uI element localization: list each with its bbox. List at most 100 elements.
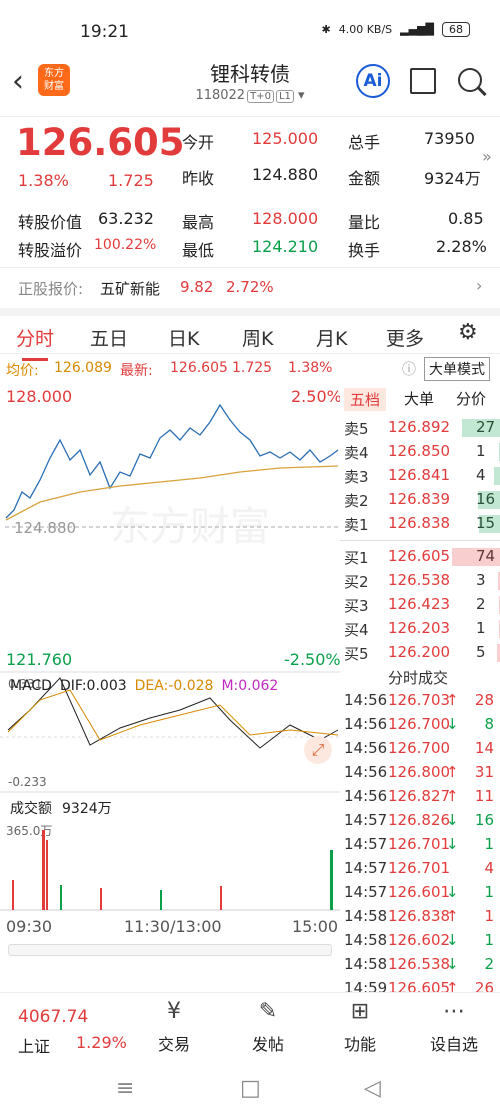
chart-tabs: 分时 五日 日K 周K 月K 更多 ⚙ xyxy=(0,308,500,361)
trade-row: 14:58 126.602 ↓ 1 xyxy=(344,931,494,949)
ask-row: 卖1 126.838 15 xyxy=(340,512,500,536)
tab-more[interactable]: 更多 xyxy=(386,328,425,350)
bottom-bar: 4067.74 上证 1.29% ¥ 交易 ✎ 发帖 ⊞ 功能 ⋯ 设自选 xyxy=(0,992,500,1062)
chart-scrollbar[interactable] xyxy=(0,940,500,962)
trade-row: 14:56 126.700 14 xyxy=(344,739,494,757)
back-nav-icon[interactable]: ◁ xyxy=(364,1076,381,1101)
back-icon[interactable]: ‹ xyxy=(12,64,24,99)
qty-bar xyxy=(498,443,500,461)
trade-row: 14:57 126.826 ↓ 16 xyxy=(344,811,494,829)
intraday-chart[interactable]: 东方财富 128.000 2.50% 124.880 121.760 -2.50… xyxy=(0,380,500,940)
prev-close: 124.880 xyxy=(252,165,319,184)
trade-row: 14:57 126.701 4 xyxy=(344,859,494,877)
search-icon[interactable] xyxy=(458,68,482,92)
menu-icon[interactable]: ≡ xyxy=(116,1076,135,1101)
share-icon[interactable] xyxy=(410,68,436,94)
index-name: 上证 xyxy=(18,1037,51,1056)
qty-bar xyxy=(496,644,500,662)
avg-line: 均价: 126.089 最新: 126.605 1.725 1.38% ⓘ 大单… xyxy=(0,356,500,381)
volume-selector[interactable]: 成交额 xyxy=(10,801,52,817)
tab-five-levels[interactable]: 五档 xyxy=(344,388,387,411)
tab-big-orders[interactable]: 大单 xyxy=(404,390,435,408)
bid-row: 买5 126.200 5 xyxy=(340,641,500,665)
trade-row: 14:58 126.838 ↑ 1 xyxy=(344,907,494,925)
expand-icon[interactable]: » xyxy=(482,147,492,166)
svg-text:365.0万: 365.0万 xyxy=(6,824,52,838)
svg-text:-2.50%: -2.50% xyxy=(284,650,340,669)
stock-name: 五矿新能 xyxy=(100,280,161,298)
volume-ratio: 0.85 xyxy=(448,209,484,228)
svg-text:121.760: 121.760 xyxy=(6,650,72,669)
high-price: 128.000 xyxy=(252,209,319,228)
qty-bar xyxy=(494,467,500,485)
trade-row: 14:56 126.700 ↓ 8 xyxy=(344,715,494,733)
avg-price: 126.089 xyxy=(54,360,112,376)
qty-bar xyxy=(462,419,500,437)
bluetooth-icon: ✱ xyxy=(321,23,331,36)
help-icon[interactable]: ⓘ xyxy=(402,362,416,378)
turnover: 2.28% xyxy=(436,237,487,256)
ask-row: 卖4 126.850 1 xyxy=(340,440,500,464)
trade-list: 14:56 126.703 ↑ 28 14:56 126.700 ↓ 8 14:56 126.70… xyxy=(340,689,500,1001)
tab-monthly[interactable]: 月K xyxy=(316,328,348,350)
qty-bar xyxy=(479,515,500,533)
trade-row: 14:56 126.827 ↑ 11 xyxy=(344,787,494,805)
fullscreen-icon[interactable]: ⤢ xyxy=(304,736,332,764)
home-icon[interactable]: □ xyxy=(240,1076,261,1101)
tab-price-dist[interactable]: 分价 xyxy=(456,390,487,408)
amount: 9324万 xyxy=(424,169,481,188)
svg-text:15:00: 15:00 xyxy=(292,917,338,936)
macd-selector[interactable]: MACD xyxy=(10,678,52,694)
net-speed: 4.00 KB/S xyxy=(338,23,393,36)
trade-row: 14:58 126.538 ↓ 2 xyxy=(344,955,494,973)
yen-icon: ¥ xyxy=(167,999,181,1024)
page-title: 锂科转债 xyxy=(210,62,290,86)
change-pct: 1.38% xyxy=(18,171,69,190)
ask-row: 卖2 126.839 16 xyxy=(340,488,500,512)
tab-daily[interactable]: 日K xyxy=(168,328,200,350)
stock-quote-row[interactable]: 正股报价: 五矿新能 9.82 2.72% › xyxy=(0,267,500,303)
order-book: 五档 大单 分价 卖5 126.892 27 卖4 126.850 1 卖3 126.841 4… xyxy=(340,386,500,1001)
tab-intraday[interactable]: 分时 xyxy=(16,324,54,361)
ask-list: 卖5 126.892 27 卖4 126.850 1 卖3 126.841 4 卖2 126.839… xyxy=(340,416,500,536)
bid-row: 买2 126.538 3 xyxy=(340,569,500,593)
signal-icon: ▂▄▆█ xyxy=(400,23,434,36)
battery-icon: 68 xyxy=(442,22,470,37)
grid-icon: ⊞ xyxy=(350,999,370,1024)
change-value: 1.725 xyxy=(108,171,154,190)
bid-row: 买3 126.423 2 xyxy=(340,593,500,617)
trade-row: 14:56 126.703 ↑ 28 xyxy=(344,691,494,709)
trades-title[interactable]: 分时成交 xyxy=(388,669,449,687)
qty-bar xyxy=(498,596,500,614)
big-order-mode-button[interactable]: 大单模式 xyxy=(424,357,490,381)
svg-text:124.880: 124.880 xyxy=(14,519,76,537)
macd-legend: MACD DIF:0.003 DEA:-0.028 M:0.062 xyxy=(10,678,279,694)
ask-row: 卖3 126.841 4 xyxy=(340,464,500,488)
qty-bar xyxy=(498,572,500,590)
tab-5day[interactable]: 五日 xyxy=(90,328,129,350)
function-button[interactable]: ⊞ 功能 xyxy=(320,999,400,1055)
volume: 73950 xyxy=(424,129,475,148)
gear-icon[interactable]: ⚙ xyxy=(458,320,478,345)
volume-legend: 成交额 9324万 xyxy=(10,798,112,818)
trade-row: 14:56 126.800 ↑ 31 xyxy=(344,763,494,781)
tab-weekly[interactable]: 周K xyxy=(242,328,274,350)
security-code: 118022 T+0 L1 ▾ xyxy=(195,88,305,103)
post-button[interactable]: ✎ 发帖 xyxy=(228,999,308,1055)
top-nav: ‹ 东方 财富 锂科转债 118022 T+0 L1 ▾ Ai xyxy=(0,58,500,108)
app-logo: 东方 财富 xyxy=(38,64,70,96)
ai-button[interactable]: Ai xyxy=(356,64,390,98)
system-nav: ≡ □ ◁ xyxy=(0,1064,500,1117)
svg-text:0.331: 0.331 xyxy=(8,677,42,691)
conversion-premium: 100.22% xyxy=(94,237,157,253)
open-price: 125.000 xyxy=(252,129,319,148)
edit-icon: ✎ xyxy=(258,999,278,1024)
ask-row: 卖5 126.892 27 xyxy=(340,416,500,440)
index-value[interactable]: 4067.74 xyxy=(18,1007,89,1027)
trade-row: 14:57 126.601 ↓ 1 xyxy=(344,883,494,901)
chart-svg: 东方财富 128.000 2.50% 124.880 121.760 -2.50… xyxy=(0,387,340,936)
svg-text:11:30/13:00: 11:30/13:00 xyxy=(124,917,222,936)
trade-button[interactable]: ¥ 交易 xyxy=(134,999,214,1055)
more-icon: ⋯ xyxy=(443,999,465,1024)
add-watchlist-button[interactable]: ⋯ 设自选 xyxy=(414,999,494,1055)
